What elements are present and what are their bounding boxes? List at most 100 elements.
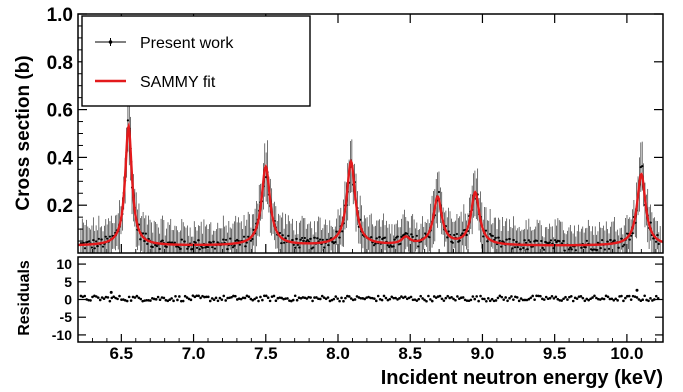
residual-point [274,299,278,303]
data-point [100,238,103,241]
residual-point [641,298,645,302]
residual-point [133,296,137,299]
data-point [374,242,377,245]
residual-point [112,295,116,299]
data-point [104,235,107,238]
data-point [549,239,553,242]
residual-point [264,294,268,298]
data-point [569,246,572,249]
data-point [303,236,306,240]
data-point [511,247,514,250]
data-point [171,241,174,244]
data-point [146,242,149,245]
residual-point [116,297,119,301]
residual-point [427,294,430,298]
data-point [396,235,399,238]
residual-point [430,299,434,303]
y-tick-label: 0.4 [47,148,74,169]
residual-point [284,297,287,300]
data-point [213,247,217,250]
residual-point [288,299,291,302]
data-point [229,237,232,240]
residual-point [523,298,527,302]
data-point [211,246,214,249]
residual-point [454,298,457,302]
residual-point [322,296,326,299]
residual-point [434,296,438,299]
residual-point [521,298,525,302]
residual-point [201,294,204,298]
residual-point [189,298,193,302]
data-point [198,248,201,251]
residual-point [481,297,484,301]
data-point [415,234,418,237]
residual-point [585,297,589,301]
data-point [378,235,381,239]
residual-point [374,299,378,303]
residual-point [359,296,363,300]
residual-point [91,295,94,299]
data-point [335,230,338,233]
data-point [249,239,253,242]
residual-point [338,299,341,303]
residual-point [473,297,477,301]
data-point [294,246,297,249]
data-point [603,248,606,251]
residual-point [494,299,498,302]
residual-point [349,297,353,300]
data-point [500,245,503,248]
residual-point [212,298,216,302]
residual-point [83,294,87,298]
y-tick-label: 0.6 [47,101,73,122]
residual-point [562,297,565,301]
residual-point [388,297,392,301]
residual-point [598,298,602,301]
residual-point [490,297,494,301]
residual-point [255,296,258,299]
residual-point [637,298,641,301]
residual-point [386,298,390,302]
residual-point [398,297,401,300]
data-point [386,244,389,247]
data-point [410,233,413,236]
data-point [226,248,229,251]
data-point [158,247,161,251]
data-point [197,239,200,242]
residual-point [558,298,562,302]
residual-point [230,295,233,299]
residual-point [207,295,210,299]
residual-point [643,294,646,298]
residual-point [307,295,311,299]
data-point [281,234,284,237]
residual-point [330,298,334,302]
data-point [139,238,142,241]
residual-point [363,297,367,301]
residual-point [232,294,235,298]
residual-point [257,299,260,303]
data-point [656,233,659,237]
residual-point [87,298,90,302]
residual-point [291,298,295,302]
data-point [411,235,414,238]
residual-point [278,296,282,299]
residual-point [104,295,108,299]
residual-point [531,294,534,298]
residuals-y-tick-label: 5 [64,274,72,290]
data-point [399,242,402,245]
residual-point [556,297,560,301]
residual-point [423,298,426,302]
data-point [494,236,497,239]
residual-point [620,294,623,298]
sammy-fit-line [77,121,664,247]
data-point [461,232,464,235]
data-point [90,246,94,249]
data-point [142,232,145,235]
data-point [233,244,236,247]
present-work-series [79,89,662,253]
data-point [327,243,330,247]
legend: Present work SAMMY fit [81,15,311,107]
data-point [623,243,626,246]
data-point [526,248,529,251]
